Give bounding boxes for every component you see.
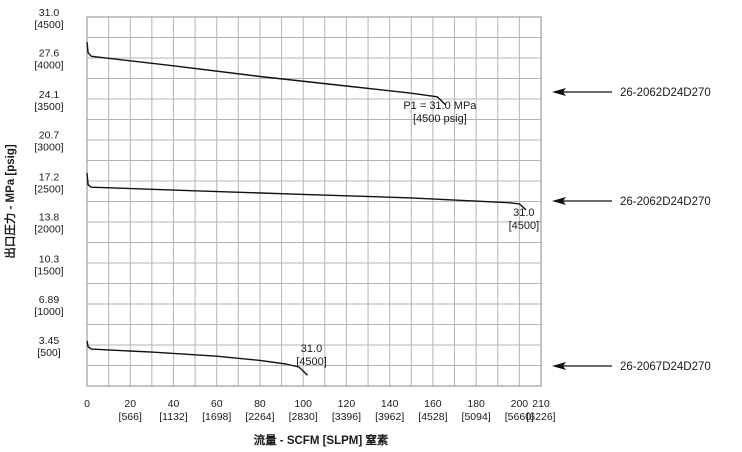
x-tick-sublabel: [6226]	[526, 411, 555, 423]
y-tick-sublabel: [2500]	[34, 183, 63, 195]
x-tick-label: 40	[168, 398, 180, 410]
x-tick-label: 120	[338, 398, 356, 410]
grid	[86, 16, 542, 387]
x-tick-sublabel: [5094]	[462, 411, 491, 423]
x-tick-label: 180	[467, 398, 485, 410]
y-tick-label: 17.2	[39, 171, 60, 183]
arrow-left-icon	[552, 197, 566, 205]
annotations: P1 = 31.0 MPa[4500 psig]31.0[4500]31.0[4…	[296, 100, 539, 368]
series-line-3	[86, 340, 308, 376]
x-tick-label: 0	[84, 398, 90, 410]
y-tick-sublabel: [3000]	[34, 142, 63, 154]
x-tick-sublabel: [4528]	[418, 411, 447, 423]
model-callouts: 26-2062D24D270 26-2062D24D270 26-2067D24D2…	[552, 87, 711, 373]
inlet-pressure-sublabel: [4500]	[296, 356, 327, 368]
y-tick-sublabel: [500]	[37, 347, 60, 359]
y-tick-sublabel: [4500]	[34, 19, 63, 31]
y-axis-title: 出口圧力 - MPa [psig]	[3, 144, 17, 259]
y-tick-sublabel: [4000]	[34, 59, 63, 71]
y-tick-sublabel: [1000]	[34, 306, 63, 318]
plot-frame	[86, 16, 542, 387]
x-tick-sublabel: [1132]	[159, 411, 187, 423]
inlet-pressure-sublabel: [4500]	[509, 220, 540, 232]
series-line-1	[86, 41, 447, 106]
model-number-label: 26-2067D24D270	[620, 361, 711, 373]
y-tick-label: 24.1	[39, 89, 60, 101]
x-tick-label: 100	[294, 398, 312, 410]
y-tick-label: 3.45	[39, 335, 60, 347]
x-tick-sublabel: [2264]	[245, 411, 274, 423]
inlet-pressure-label: 31.0	[301, 343, 322, 355]
x-tick-label: 80	[254, 398, 266, 410]
x-tick-label: 60	[211, 398, 223, 410]
series-line-2	[86, 172, 527, 211]
y-tick-label: 6.89	[39, 294, 60, 306]
arrow-left-icon	[552, 362, 566, 370]
y-tick-sublabel: [2000]	[34, 224, 63, 236]
arrow-left-icon	[552, 88, 566, 96]
x-tick-sublabel: [2830]	[289, 411, 318, 423]
y-tick-sublabel: [1500]	[34, 265, 63, 277]
x-tick-sublabel: [1698]	[202, 411, 231, 423]
x-tick-sublabel: [3396]	[332, 411, 361, 423]
y-tick-sublabel: [3500]	[34, 101, 63, 113]
series-lines	[86, 41, 527, 376]
tick-labels: 0 20[566] 40[1132] 60[1698] 80[2264] 100[2830…	[34, 7, 555, 423]
inlet-pressure-label: 31.0	[513, 207, 534, 219]
x-tick-sublabel: [3962]	[375, 411, 404, 423]
x-tick-label: 210	[532, 398, 550, 410]
x-tick-sublabel: [566]	[119, 411, 142, 423]
y-tick-label: 10.3	[39, 253, 60, 265]
model-number-label: 26-2062D24D270	[620, 196, 711, 208]
x-tick-label: 20	[124, 398, 136, 410]
x-tick-sublabel: [5660]	[505, 411, 534, 423]
x-axis-title: 流量 - SCFM [SLPM] 窒素	[254, 433, 389, 447]
x-tick-label: 140	[381, 398, 399, 410]
y-tick-label: 27.6	[39, 47, 60, 59]
y-tick-label: 13.8	[39, 212, 60, 224]
model-number-label: 26-2062D24D270	[620, 87, 711, 99]
y-tick-label: 31.0	[39, 7, 60, 19]
x-tick-label: 160	[424, 398, 442, 410]
y-tick-label: 20.7	[39, 130, 60, 142]
inlet-pressure-sublabel: [4500 psig]	[413, 113, 467, 125]
x-tick-label: 200	[511, 398, 529, 410]
inlet-pressure-label: P1 = 31.0 MPa	[403, 100, 477, 112]
